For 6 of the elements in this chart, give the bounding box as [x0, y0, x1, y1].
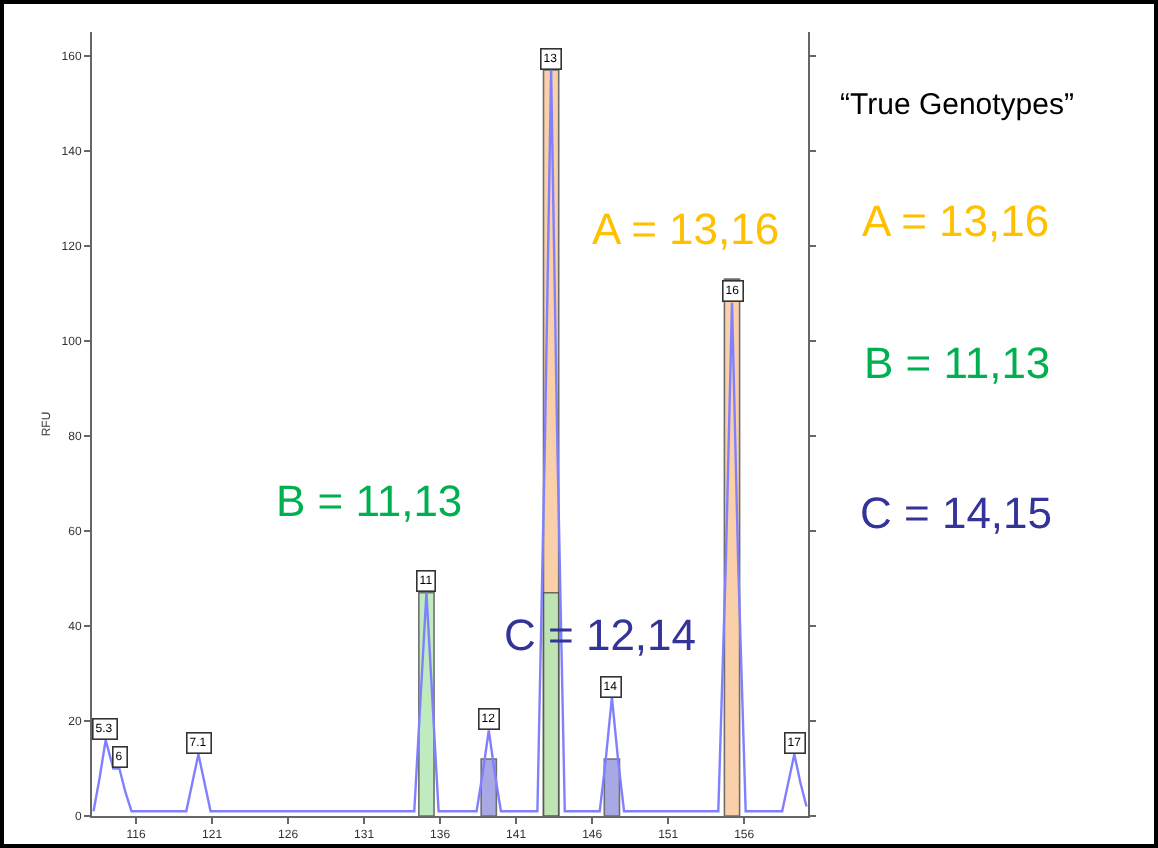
text: C = 14,15	[860, 488, 1053, 538]
annotation: A = 13,16	[592, 204, 780, 254]
text: B = 11,13	[864, 338, 1051, 388]
text: A = 13,16	[862, 196, 1050, 246]
annotation: B = 11,13	[276, 476, 463, 526]
text: “True Genotypes”	[840, 88, 1074, 122]
